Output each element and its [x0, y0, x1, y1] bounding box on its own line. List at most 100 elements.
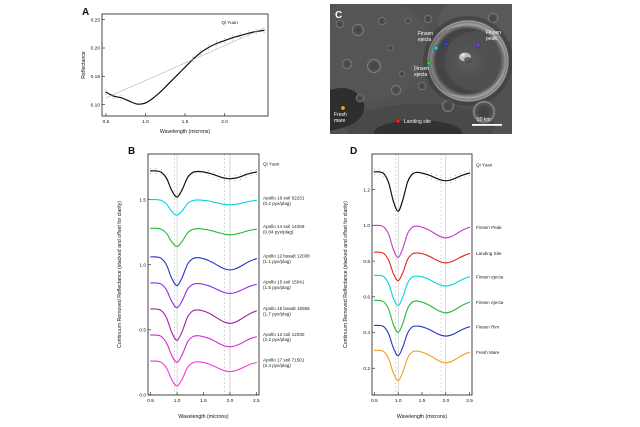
data-point — [373, 171, 375, 173]
marker-label: Finsen — [418, 31, 433, 37]
panel-c: Finsen ejecta Finsen peak Finsen ejecta Landin… — [330, 4, 512, 134]
data-point — [450, 179, 452, 181]
data-point — [431, 178, 432, 180]
x-tick-label: 2.0 — [227, 398, 234, 404]
series-label: Apollo 16 soil 62231 — [263, 195, 305, 200]
series-qi-yuan — [373, 171, 471, 212]
mare-patch — [374, 120, 462, 134]
data-point — [464, 173, 466, 175]
panel-letter: A — [82, 7, 89, 18]
data-point — [208, 44, 210, 46]
panel-b: 0.5 1.0 1.5 2.0 2.5 0.0 0.5 1.0 1.5 Wavelength (m… — [112, 140, 337, 427]
plot-frame — [147, 153, 260, 396]
data-point — [247, 30, 249, 32]
data-point — [155, 170, 157, 172]
data-point — [208, 49, 210, 51]
marker-label: ejecta — [418, 37, 432, 43]
crater — [341, 58, 353, 70]
marker-fresh-mare — [340, 105, 346, 111]
data-point — [229, 178, 231, 180]
data-point — [464, 171, 466, 173]
data-point — [240, 173, 241, 175]
series-apollo-16-soil-62231 — [150, 199, 257, 216]
series-label: Apollo 14 soil 14259 — [263, 224, 305, 229]
series-label: Qi Yuan — [476, 163, 493, 168]
finsen-crater-shadow — [423, 16, 512, 106]
data-point — [239, 37, 241, 39]
data-point — [469, 170, 471, 171]
data-point — [445, 177, 447, 179]
data-point — [464, 176, 466, 178]
x-axis-label: Wavelength (microns) — [160, 129, 211, 135]
x-axis-label: Wavelength (microns) — [397, 414, 448, 420]
data-point — [208, 46, 210, 48]
series-label: (2.4 pyx/plag) — [263, 363, 291, 368]
y-tick-label: 0.8 — [363, 259, 370, 265]
panel-d: 0.5 1.0 1.5 2.0 2.5 0.2 0.4 0.6 0.8 1.0 1.2 Wavelen… — [338, 140, 538, 427]
data-point — [160, 171, 162, 173]
marker-finsen-ejecta-cyan — [433, 45, 439, 51]
data-point — [239, 34, 241, 37]
data-point — [137, 103, 139, 105]
x-tick-label: 1.5 — [200, 398, 207, 404]
data-point — [121, 95, 123, 96]
series-label: Apollo 12 soil 12030 — [263, 332, 305, 337]
data-point — [383, 170, 385, 172]
data-point — [239, 32, 241, 34]
data-point — [459, 173, 461, 174]
marker-label: Finsen — [486, 30, 501, 36]
data-point — [445, 180, 447, 182]
data-point — [181, 188, 183, 190]
data-point — [160, 169, 162, 171]
data-point — [187, 176, 189, 178]
data-point — [378, 168, 380, 170]
data-point — [176, 196, 178, 198]
data-point — [245, 171, 247, 173]
data-point — [160, 174, 162, 176]
data-point — [450, 182, 451, 184]
chart-panel-d: 0.5 1.0 1.5 2.0 2.5 0.2 0.4 0.6 0.8 1.0 1.2 Wavelen… — [343, 146, 504, 420]
data-point — [255, 28, 257, 30]
crater — [366, 58, 382, 74]
data-point — [229, 175, 231, 177]
data-point — [234, 177, 236, 179]
y-tick-label: 1.0 — [363, 223, 370, 229]
data-point — [430, 175, 433, 177]
data-point — [421, 172, 423, 174]
data-point — [208, 170, 210, 171]
data-point — [192, 56, 194, 58]
data-point — [373, 174, 375, 175]
panel-letter: B — [128, 146, 135, 157]
data-point — [200, 54, 202, 56]
series-fresh-mare — [373, 349, 471, 382]
data-point — [150, 170, 152, 172]
data-point — [155, 173, 157, 174]
series-label: (2.2 pyx/plag) — [263, 337, 291, 342]
y-tick-label: 0.0 — [139, 393, 146, 399]
x-tick-label: 1.5 — [182, 119, 189, 125]
data-point — [240, 178, 241, 180]
peak-highlight — [461, 53, 465, 57]
data-point — [426, 176, 428, 178]
crater — [487, 12, 499, 24]
data-point — [454, 180, 456, 182]
marker-label: Finsen — [414, 66, 429, 72]
x-tick-label: 1.0 — [395, 398, 402, 404]
crater — [335, 19, 345, 29]
y-tick-label: 1.5 — [139, 197, 146, 203]
data-point — [392, 200, 394, 202]
data-point — [245, 176, 247, 178]
data-point — [431, 173, 432, 174]
data-point — [450, 176, 451, 178]
y-tick-label: 0.10 — [91, 102, 101, 108]
data-point — [218, 178, 220, 180]
y-tick-label: 0.25 — [91, 17, 101, 23]
x-tick-label: 2.5 — [253, 398, 260, 404]
marker-finsen-peak — [475, 42, 481, 48]
data-point — [239, 176, 242, 178]
data-point — [454, 175, 456, 177]
series-label: Finsen ejecta — [476, 274, 504, 279]
data-point — [184, 66, 186, 68]
marker-label: Fresh — [334, 112, 347, 118]
marker-label: Landing site — [404, 119, 431, 125]
